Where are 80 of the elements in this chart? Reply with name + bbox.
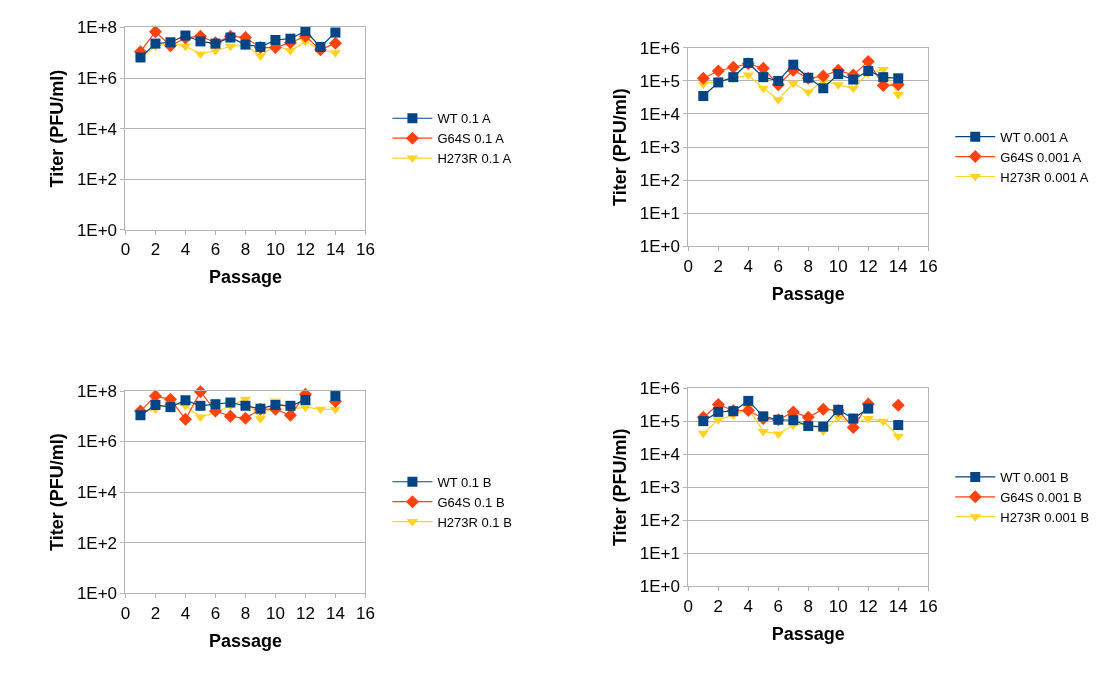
legend-label: G64S 0.1 B <box>437 494 505 510</box>
y-tick-label: 1E+5 <box>639 71 680 91</box>
x-tick-label: 2 <box>150 603 161 623</box>
y-tick-label: 1E+0 <box>639 577 680 597</box>
x-tick-label: 10 <box>828 596 848 616</box>
x-tick-label: 14 <box>325 603 345 623</box>
x-tick-label: 8 <box>803 596 814 616</box>
x-tick-label: 0 <box>683 596 694 616</box>
y-axis-title: Titer (PFU/ml) <box>609 88 630 206</box>
x-tick-label: 10 <box>265 603 285 623</box>
y-tick-label: 1E+8 <box>76 381 118 401</box>
x-tick-label: 6 <box>773 256 784 276</box>
legend-label: WT 0.001 B <box>1000 469 1069 485</box>
y-tick-label: 1E+1 <box>639 204 680 224</box>
legend-label: H273R 0.1 A <box>437 151 512 167</box>
legend-label: H273R 0.001 B <box>1000 509 1090 525</box>
x-tick-label: 14 <box>888 256 908 276</box>
y-tick-label: 1E+1 <box>639 544 680 564</box>
y-tick-label: 1E+0 <box>76 220 118 240</box>
legend-label: WT 0.001 A <box>1000 129 1069 145</box>
y-tick-label: 1E+5 <box>639 412 680 432</box>
x-tick-label: 14 <box>325 240 345 260</box>
x-tick-label: 12 <box>295 240 315 260</box>
x-tick-label: 6 <box>210 240 221 260</box>
x-tick-label: 8 <box>240 240 251 260</box>
x-tick-label: 0 <box>683 256 694 276</box>
y-tick-label: 1E+6 <box>639 38 680 58</box>
y-tick-label: 1E+0 <box>76 584 118 604</box>
x-tick-label: 16 <box>918 596 938 616</box>
x-tick-label: 2 <box>713 256 724 276</box>
x-tick-label: 10 <box>828 256 848 276</box>
x-tick-label: 8 <box>803 256 814 276</box>
y-tick-label: 1E+2 <box>639 171 680 191</box>
x-axis-title: Passage <box>771 623 845 644</box>
y-axis-title: Titer (PFU/ml) <box>47 433 68 551</box>
y-tick-label: 1E+3 <box>639 137 680 157</box>
x-tick-label: 10 <box>265 240 285 260</box>
y-axis-title: Titer (PFU/ml) <box>609 428 630 547</box>
legend-label: G64S 0.001 A <box>1000 149 1082 165</box>
y-tick-label: 1E+4 <box>76 483 118 503</box>
x-tick-label: 16 <box>355 603 375 623</box>
y-tick-label: 1E+6 <box>76 432 118 452</box>
legend-label: G64S 0.1 A <box>437 131 505 147</box>
legend-label: H273R 0.1 B <box>437 514 512 530</box>
legend-label: G64S 0.001 B <box>1000 489 1082 505</box>
y-tick-label: 1E+4 <box>76 119 118 139</box>
x-axis-title: Passage <box>208 267 282 288</box>
x-tick-label: 14 <box>888 596 908 616</box>
y-tick-label: 1E+2 <box>639 511 680 531</box>
x-tick-label: 4 <box>743 596 754 616</box>
x-tick-label: 12 <box>858 596 878 616</box>
y-tick-label: 1E+2 <box>76 170 118 190</box>
x-tick-label: 4 <box>180 603 191 623</box>
x-tick-label: 2 <box>150 240 161 260</box>
x-tick-label: 16 <box>355 240 375 260</box>
y-tick-label: 1E+6 <box>76 68 118 88</box>
x-tick-label: 6 <box>210 603 221 623</box>
legend-label: WT 0.1 B <box>437 474 492 490</box>
y-tick-label: 1E+3 <box>639 478 680 498</box>
y-tick-label: 1E+6 <box>639 379 680 399</box>
x-tick-label: 4 <box>180 240 191 260</box>
legend-label: H273R 0.001 A <box>1000 169 1089 185</box>
y-tick-label: 1E+4 <box>639 104 680 124</box>
x-tick-label: 8 <box>240 603 251 623</box>
y-axis-title: Titer (PFU/ml) <box>47 69 68 188</box>
y-tick-label: 1E+0 <box>639 237 680 257</box>
legend-label: WT 0.1 A <box>437 111 491 127</box>
y-tick-label: 1E+4 <box>639 445 680 465</box>
x-tick-label: 16 <box>918 256 938 276</box>
x-tick-label: 6 <box>773 596 784 616</box>
y-tick-label: 1E+8 <box>76 18 118 38</box>
x-axis-title: Passage <box>771 283 845 304</box>
x-axis-title: Passage <box>208 630 282 651</box>
x-tick-label: 2 <box>713 596 724 616</box>
x-tick-label: 4 <box>743 256 754 276</box>
x-tick-label: 0 <box>120 240 131 260</box>
x-tick-label: 12 <box>858 256 878 276</box>
y-tick-label: 1E+2 <box>76 533 118 553</box>
x-tick-label: 12 <box>295 603 315 623</box>
x-tick-label: 0 <box>120 603 131 623</box>
